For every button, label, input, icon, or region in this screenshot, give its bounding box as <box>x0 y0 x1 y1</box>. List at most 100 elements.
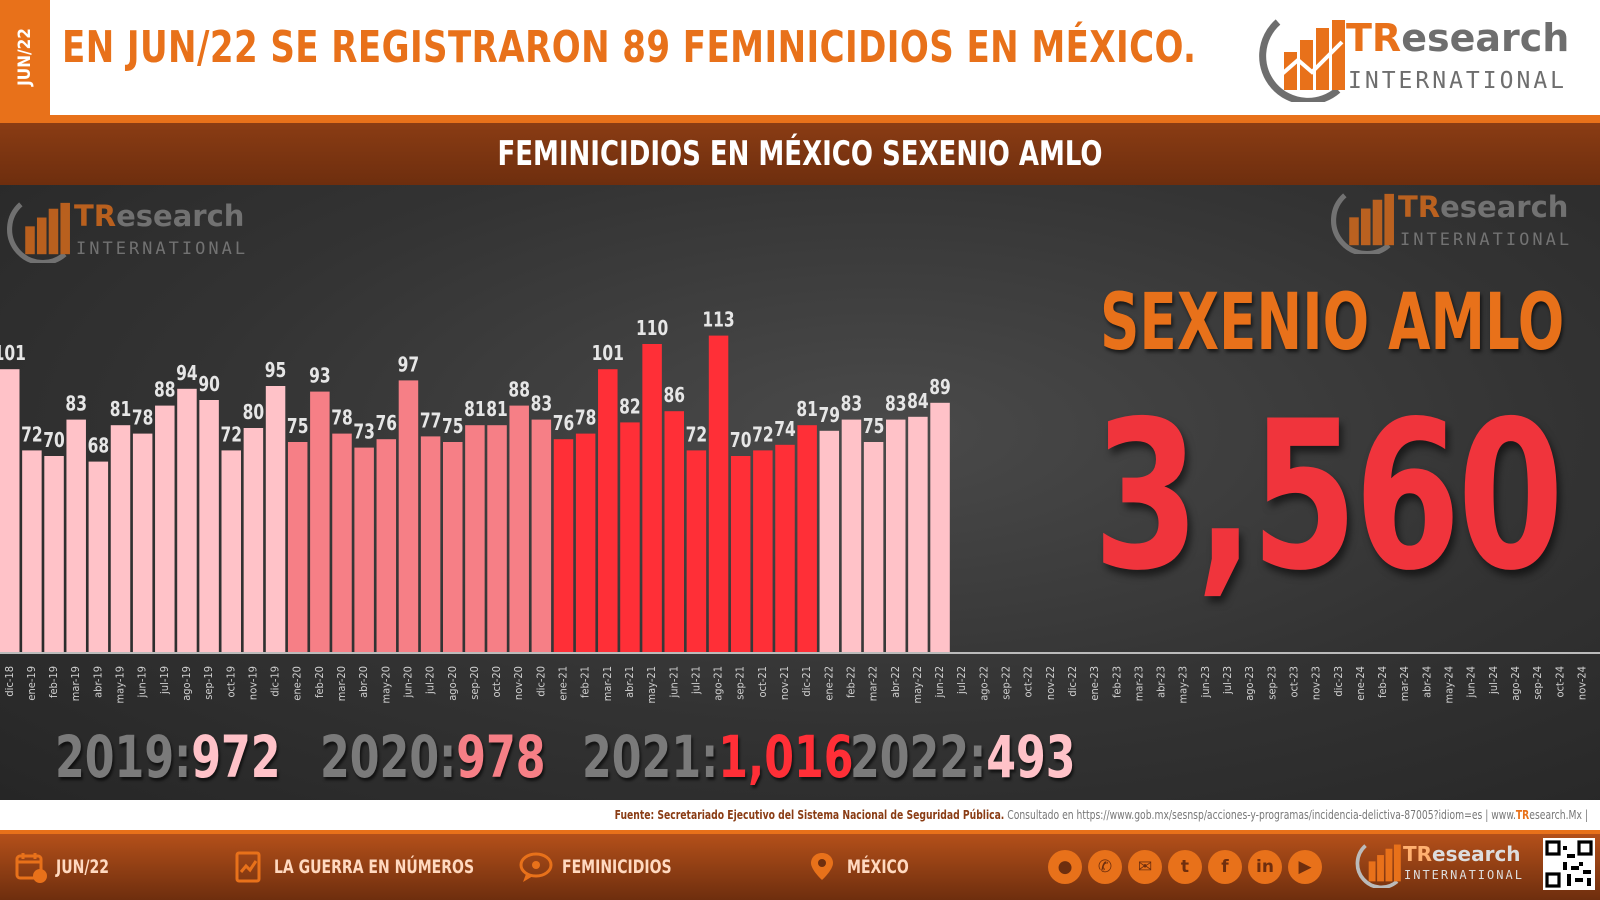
bar-jul-20 <box>420 436 441 652</box>
bar-feb-20 <box>310 391 330 652</box>
year-total-2022: 2022:493 <box>850 728 1076 786</box>
bar-ago-19 <box>177 388 197 652</box>
tick-label-ago-19: ago-19 <box>180 666 193 701</box>
bar-may-22 <box>908 416 928 652</box>
footer-item-war-numbers[interactable]: LA GUERRA EN NÚMEROS <box>232 834 518 900</box>
tick-label-sep-19: sep-19 <box>202 666 215 700</box>
data-label-may-21: 110 <box>636 318 668 341</box>
facebook-icon[interactable]: f <box>1208 850 1242 884</box>
footer-item-label: FEMINICIDIOS <box>562 856 672 878</box>
data-label-feb-20: 93 <box>309 365 331 388</box>
footer-item-label: LA GUERRA EN NÚMEROS <box>274 856 475 878</box>
data-label-sep-19: 90 <box>198 374 220 397</box>
tick-label-jun-23: jun-23 <box>1199 666 1212 698</box>
tick-label-ene-21: ene-21 <box>557 666 570 701</box>
tick-label-oct-24: oct-24 <box>1553 666 1566 698</box>
data-label-abr-22: 83 <box>885 393 907 416</box>
tick-label-ago-23: ago-23 <box>1243 666 1256 701</box>
data-label-dic-19: 95 <box>265 360 287 383</box>
bar-mar-22 <box>863 442 884 652</box>
twitter-icon[interactable]: t <box>1168 850 1202 884</box>
tick-label-jul-24: jul-24 <box>1487 666 1500 695</box>
data-label-ene-20: 75 <box>287 416 309 439</box>
data-label-ene-19: 72 <box>21 424 43 447</box>
tick-label-dic-19: dic-19 <box>269 666 282 697</box>
year-value: 1,016 <box>718 723 854 791</box>
footer-item-feminicides[interactable]: FEMINICIDIOS <box>518 834 696 900</box>
bar-sep-21 <box>730 456 751 652</box>
footer-item-date[interactable]: JUN/22 <box>14 834 121 900</box>
tick-label-feb-22: feb-22 <box>844 666 857 698</box>
tick-label-mar-21: mar-21 <box>601 666 614 701</box>
bar-feb-19 <box>44 456 64 652</box>
data-label-may-19: 81 <box>110 399 132 422</box>
footer-brand-name: TResearch <box>1403 842 1521 866</box>
bar-may-21 <box>642 344 662 652</box>
tick-label-mar-23: mar-23 <box>1132 666 1145 701</box>
mail-icon[interactable]: ✉ <box>1128 850 1162 884</box>
data-label-ene-21: 76 <box>553 413 575 436</box>
tick-label-dic-20: dic-20 <box>534 666 547 697</box>
tick-label-jul-23: jul-23 <box>1221 666 1234 695</box>
data-label-ago-20: 75 <box>442 416 464 439</box>
bar-feb-22 <box>841 419 862 652</box>
watermark-brand-name: TResearch <box>74 199 245 233</box>
bar-jun-19 <box>132 433 153 652</box>
year-label: 2019: <box>55 723 192 791</box>
tick-label-nov-20: nov-20 <box>512 666 525 700</box>
tick-label-sep-22: sep-22 <box>1000 666 1013 700</box>
data-label-abr-19: 68 <box>88 435 110 458</box>
map-pin-icon <box>811 853 833 880</box>
tick-label-mar-19: mar-19 <box>69 666 82 701</box>
tick-label-abr-23: abr-23 <box>1155 666 1168 698</box>
tick-label-dic-18: dic-18 <box>3 666 16 697</box>
data-label-jul-21: 72 <box>686 424 708 447</box>
data-label-nov-20: 88 <box>508 379 530 402</box>
bar-abr-22 <box>886 419 906 652</box>
tick-label-ago-21: ago-21 <box>712 666 725 701</box>
data-label-abr-20: 73 <box>353 421 375 444</box>
year-label: 2020: <box>320 723 457 791</box>
footer-item-mexico[interactable]: MÉXICO <box>805 834 922 900</box>
data-label-jun-19: 78 <box>132 407 154 430</box>
brand-name: TResearch <box>1346 16 1570 60</box>
footer-item-label: JUN/22 <box>56 856 109 878</box>
data-label-jun-20: 97 <box>398 354 420 377</box>
tick-label-jul-22: jul-22 <box>955 666 968 695</box>
tick-label-may-22: may-22 <box>911 666 924 704</box>
watermark-logo-left: TResearch INTERNATIONAL <box>6 197 245 265</box>
bar-jun-21 <box>664 411 684 652</box>
tick-label-feb-24: feb-24 <box>1376 666 1389 698</box>
tick-label-ago-24: ago-24 <box>1509 666 1522 701</box>
tick-label-abr-20: abr-20 <box>357 666 370 698</box>
chart-title: FEMINICIDIOS EN MÉXICO SEXENIO AMLO <box>497 134 1103 174</box>
tick-label-mar-22: mar-22 <box>867 666 880 701</box>
tick-label-oct-19: oct-19 <box>224 666 237 698</box>
tick-label-dic-21: dic-21 <box>800 666 813 697</box>
bar-ago-20 <box>443 442 463 652</box>
data-label-mar-19: 83 <box>65 393 87 416</box>
brand-chart-icon <box>1259 19 1345 102</box>
brand-logo: TResearch INTERNATIONAL <box>1258 12 1588 102</box>
tick-label-may-24: may-24 <box>1443 666 1456 704</box>
bar-oct-20 <box>487 425 507 652</box>
data-label-oct-20: 81 <box>486 399 508 422</box>
phone-icon[interactable]: ✆ <box>1088 850 1122 884</box>
tick-label-may-20: may-20 <box>379 666 392 704</box>
subheader-bar: FEMINICIDIOS EN MÉXICO SEXENIO AMLO <box>0 123 1600 185</box>
bar-jun-22 <box>930 402 950 652</box>
year-label: 2021: <box>582 723 719 791</box>
data-label-oct-21: 72 <box>752 424 774 447</box>
youtube-icon[interactable]: ▶ <box>1288 850 1322 884</box>
linkedin-icon[interactable]: in <box>1248 850 1282 884</box>
source-text: Fuente: Secretariado Ejecutivo del Siste… <box>615 807 1588 822</box>
data-label-oct-19: 72 <box>220 424 242 447</box>
year-total-2020: 2020:978 <box>320 728 546 786</box>
tick-label-sep-21: sep-21 <box>734 666 747 700</box>
tick-label-oct-23: oct-23 <box>1287 666 1300 698</box>
speech-bubble-icon <box>519 852 553 882</box>
globe-icon[interactable]: ● <box>1048 850 1082 884</box>
data-label-jul-19: 88 <box>154 379 176 402</box>
tick-label-ene-22: ene-22 <box>822 666 835 701</box>
